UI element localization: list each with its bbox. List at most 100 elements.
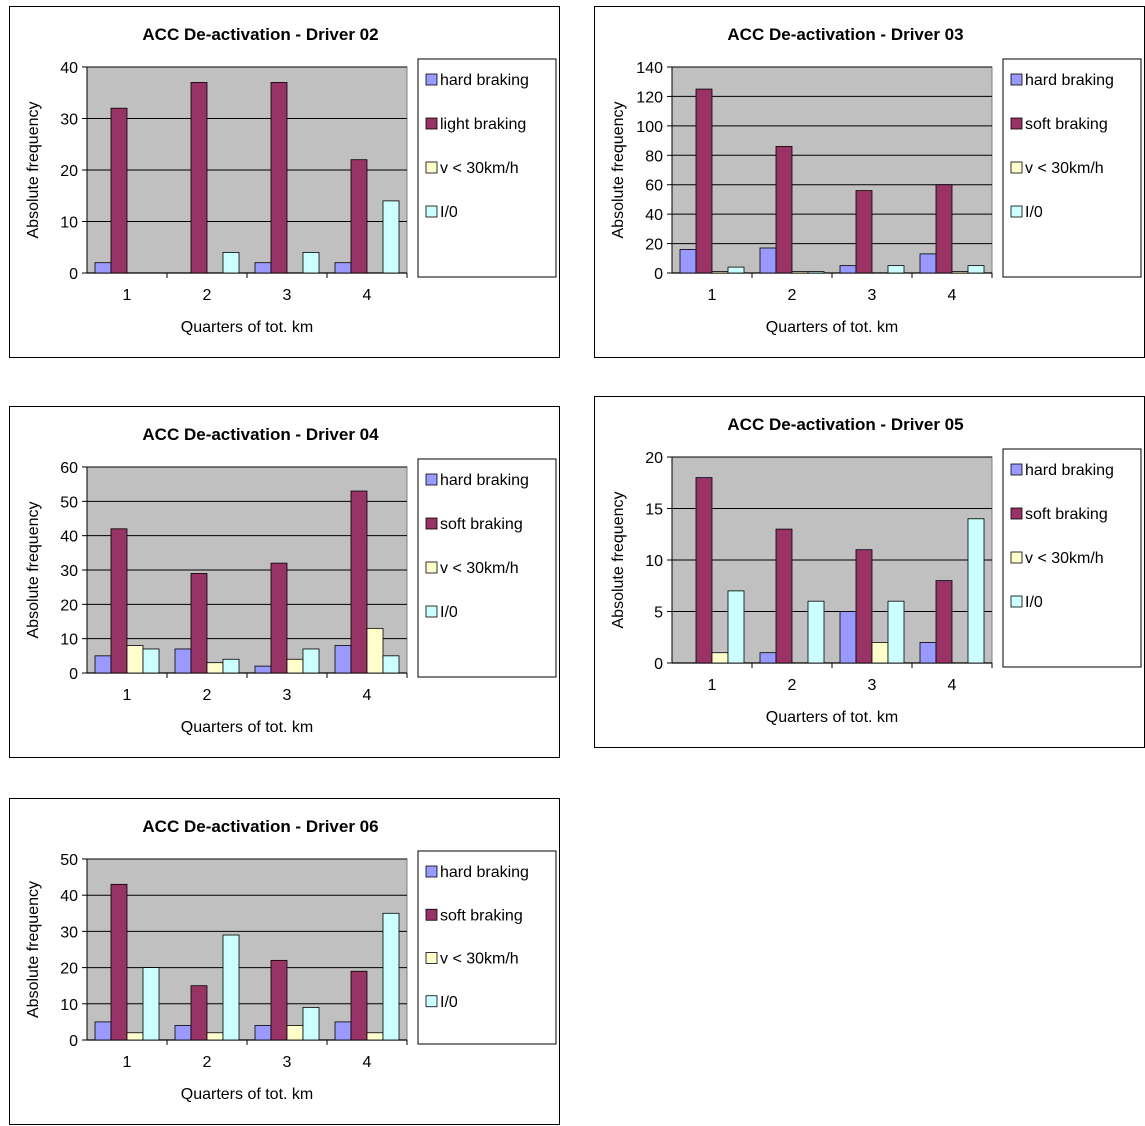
- x-tick-label: 2: [203, 687, 212, 704]
- bar-hard-braking-q3: [254, 262, 272, 274]
- legend: [417, 458, 557, 678]
- bar-hard-braking-q3: [839, 611, 857, 664]
- bar-soft-braking-q1: [695, 88, 713, 274]
- chart-driver-02: ACC De-activation - Driver 02 0 10 20 30 40 1 2…: [9, 6, 560, 358]
- y-tick-label: 0: [69, 666, 78, 683]
- legend-swatch-io: [1010, 205, 1023, 218]
- bar-low-speed-q3: [871, 641, 889, 664]
- bar-soft-braking-q4: [935, 580, 953, 664]
- legend-swatch-soft-braking: [425, 117, 438, 130]
- legend-label-soft-braking: soft braking: [440, 516, 523, 533]
- y-tick-label: 0: [69, 1033, 78, 1050]
- y-tick-label: 40: [60, 60, 78, 77]
- bar-soft-braking-q3: [855, 190, 873, 274]
- legend-label-io: I/0: [1025, 204, 1043, 221]
- chart-driver-06: ACC De-activation - Driver 06 0 10 20 30 40 50…: [9, 798, 560, 1125]
- y-tick-label: 20: [60, 597, 78, 614]
- y-tick-label: 20: [645, 237, 663, 254]
- bar-soft-braking-q3: [270, 562, 288, 674]
- bar-io-q3: [887, 265, 905, 274]
- bar-soft-braking-q2: [775, 528, 793, 664]
- bar-io-q3: [302, 648, 320, 674]
- x-tick-label: 1: [708, 677, 717, 694]
- bar-soft-braking-q3: [270, 959, 288, 1041]
- bar-io-q2: [222, 658, 240, 674]
- bar-io-q4: [382, 655, 400, 674]
- bar-io-q1: [727, 266, 745, 274]
- bar-soft-braking-q4: [350, 970, 368, 1041]
- bar-io-q1: [727, 590, 745, 664]
- chart-title: ACC De-activation - Driver 06: [142, 817, 378, 836]
- bar-hard-braking-q4: [919, 641, 937, 664]
- y-tick-label: 140: [636, 60, 663, 77]
- bar-soft-braking-q4: [935, 184, 953, 274]
- bar-io-q1: [142, 648, 160, 674]
- legend-label-soft-braking: light braking: [440, 116, 526, 133]
- bar-soft-braking-q1: [110, 883, 128, 1041]
- bar-io-q4: [382, 200, 400, 274]
- bar-low-speed-q1: [126, 1032, 144, 1041]
- chart-svg: ACC De-activation - Driver 04 0 10 20 30 40 50…: [25, 425, 557, 736]
- y-axis-label: Absolute frequency: [610, 102, 627, 239]
- bar-io-q2: [222, 934, 240, 1041]
- legend-label-soft-braking: soft braking: [440, 907, 523, 924]
- bar-low-speed-q4: [951, 271, 969, 274]
- x-tick-label: 4: [948, 287, 957, 304]
- legend-label-low-speed: v < 30km/h: [1025, 550, 1104, 567]
- x-tick-label: 1: [123, 287, 132, 304]
- y-tick-label: 20: [60, 961, 78, 978]
- bar-low-speed-q1: [711, 271, 729, 274]
- legend-swatch-hard-braking: [1010, 463, 1023, 476]
- chart-svg: ACC De-activation - Driver 06 0 10 20 30 40 50…: [25, 817, 557, 1103]
- legend-label-low-speed: v < 30km/h: [440, 560, 519, 577]
- bar-low-speed-q3: [286, 1025, 304, 1041]
- bar-soft-braking-q1: [110, 107, 128, 274]
- legend-swatch-low-speed: [1010, 551, 1023, 564]
- legend-label-low-speed: v < 30km/h: [440, 951, 519, 968]
- y-tick-label: 10: [60, 632, 78, 649]
- y-tick-label: 10: [60, 215, 78, 232]
- legend-label-hard-braking: hard braking: [440, 472, 529, 489]
- y-axis-label: Absolute frequency: [610, 492, 627, 629]
- bar-io-q2: [807, 271, 825, 274]
- bar-hard-braking-q2: [174, 648, 192, 674]
- bar-io-q4: [382, 912, 400, 1041]
- y-tick-label: 0: [654, 266, 663, 283]
- chart-driver-03: ACC De-activation - Driver 03 0 20 40 60 80 10…: [594, 6, 1145, 358]
- bar-low-speed-q1: [711, 652, 729, 664]
- legend-swatch-io: [1010, 595, 1023, 608]
- bar-hard-braking-q1: [94, 655, 112, 674]
- legend: [417, 58, 557, 278]
- bar-io-q1: [142, 967, 160, 1041]
- x-tick-label: 3: [868, 287, 877, 304]
- y-tick-label: 40: [645, 207, 663, 224]
- bar-hard-braking-q3: [254, 665, 272, 674]
- legend-label-hard-braking: hard braking: [1025, 462, 1114, 479]
- x-tick-label: 4: [363, 1054, 372, 1071]
- legend-swatch-low-speed: [1010, 161, 1023, 174]
- legend-label-hard-braking: hard braking: [1025, 72, 1114, 89]
- chart-svg: ACC De-activation - Driver 02 0 10 20 30 40 1 2…: [25, 25, 557, 336]
- bar-soft-braking-q2: [190, 573, 208, 674]
- legend: [1002, 58, 1142, 278]
- chart-title: ACC De-activation - Driver 04: [142, 425, 379, 444]
- x-tick-label: 3: [283, 287, 292, 304]
- legend-swatch-io: [425, 605, 438, 618]
- bar-io-q4: [967, 518, 985, 664]
- bar-soft-braking-q1: [110, 528, 128, 674]
- y-tick-label: 20: [645, 450, 663, 467]
- x-axis-label: Quarters of tot. km: [766, 709, 898, 726]
- bar-soft-braking-q4: [350, 159, 368, 274]
- x-axis-label: Quarters of tot. km: [181, 319, 313, 336]
- y-tick-label: 60: [645, 178, 663, 195]
- y-tick-label: 20: [60, 163, 78, 180]
- bar-hard-braking-q4: [919, 253, 937, 274]
- bar-low-speed-q4: [366, 627, 384, 674]
- legend: [1002, 448, 1142, 668]
- legend-swatch-low-speed: [425, 561, 438, 574]
- legend-swatch-soft-braking: [1010, 117, 1023, 130]
- bar-low-speed-q2: [791, 271, 809, 274]
- legend-swatch-io: [425, 995, 438, 1008]
- bar-hard-braking-q4: [334, 262, 352, 274]
- y-tick-label: 120: [636, 89, 663, 106]
